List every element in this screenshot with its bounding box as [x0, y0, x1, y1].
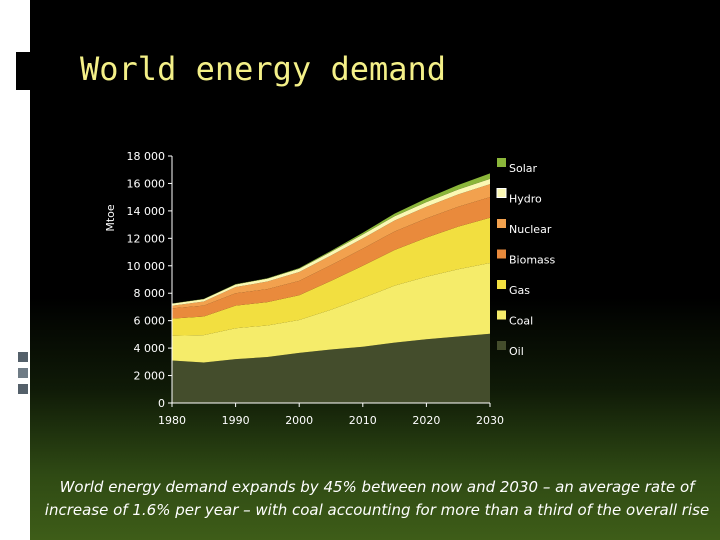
y-tick-label: 2 000 [134, 370, 166, 383]
slide-decoration-square [18, 368, 28, 378]
x-tick-label: 2030 [476, 414, 504, 427]
y-tick-label: 16 000 [127, 177, 166, 190]
legend-label-oil: Oil [509, 345, 524, 358]
legend-label-nuclear: Nuclear [509, 223, 552, 236]
legend-swatch-hydro [496, 188, 507, 198]
legend-label-gas: Gas [509, 284, 530, 297]
x-tick-label: 1980 [158, 414, 186, 427]
area-series-nuclear [172, 184, 490, 309]
area-series-gas [172, 217, 490, 336]
slide-left-strip [0, 0, 30, 540]
legend-swatch-nuclear [497, 219, 506, 228]
area-series-biomass [172, 197, 490, 319]
x-tick-label: 1990 [222, 414, 250, 427]
legend-swatch-oil [497, 341, 506, 350]
legend-swatch-solar [497, 158, 506, 167]
y-tick-label: 10 000 [127, 260, 166, 273]
slide-title: World energy demand [80, 50, 447, 88]
slide-decoration-square [18, 352, 28, 362]
legend-label-solar: Solar [509, 162, 538, 175]
legend-swatch-biomass [497, 249, 506, 259]
y-tick-label: 18 000 [127, 150, 166, 163]
legend-swatch-gas [497, 280, 506, 289]
x-tick-label: 2000 [285, 414, 313, 427]
area-series-oil [172, 333, 490, 403]
slide-caption: World energy demand expands by 45% betwe… [44, 478, 710, 519]
y-tick-label: 12 000 [127, 232, 166, 245]
y-tick-label: 6 000 [134, 315, 166, 328]
area-series-solar [172, 173, 490, 304]
y-tick-label: 8 000 [134, 287, 166, 300]
legend-label-coal: Coal [509, 315, 533, 328]
area-series-coal [172, 263, 490, 363]
slide-decoration-bar [16, 52, 32, 90]
slide-decoration-square [18, 384, 28, 394]
y-tick-label: 4 000 [134, 342, 166, 355]
area-series-hydro [172, 178, 490, 306]
legend-label-biomass: Biomass [509, 254, 556, 267]
y-tick-label: 14 000 [127, 205, 166, 218]
legend-label-hydro: Hydro [509, 193, 542, 206]
x-tick-label: 2010 [349, 414, 377, 427]
y-axis-title: Mtoe [104, 204, 117, 232]
legend-swatch-coal [497, 310, 506, 320]
x-tick-label: 2020 [412, 414, 440, 427]
y-tick-label: 0 [158, 397, 165, 410]
